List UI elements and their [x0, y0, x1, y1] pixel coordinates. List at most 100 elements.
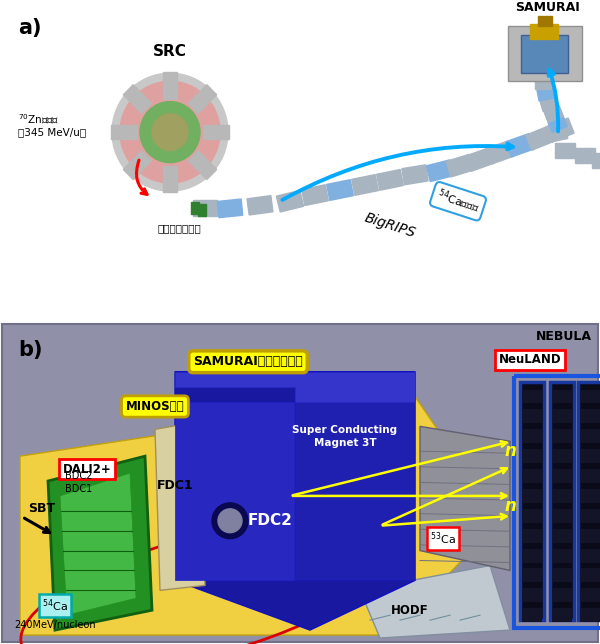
- Bar: [580, 549, 600, 562]
- Bar: [552, 469, 572, 483]
- Text: n: n: [504, 442, 516, 460]
- Text: NEBULA: NEBULA: [536, 330, 592, 343]
- Bar: [193, 200, 217, 216]
- Bar: [546, 118, 574, 142]
- Bar: [522, 608, 542, 622]
- Bar: [535, 78, 555, 101]
- Bar: [530, 24, 558, 39]
- FancyBboxPatch shape: [521, 35, 568, 73]
- Bar: [538, 16, 552, 26]
- Text: a): a): [18, 18, 41, 38]
- Bar: [188, 85, 217, 113]
- Bar: [541, 97, 563, 122]
- Bar: [247, 196, 273, 215]
- Bar: [522, 430, 542, 443]
- Bar: [580, 430, 600, 443]
- Text: n: n: [504, 497, 516, 515]
- Bar: [592, 153, 600, 167]
- Bar: [575, 148, 595, 163]
- Polygon shape: [175, 401, 295, 580]
- Bar: [506, 133, 534, 157]
- Bar: [163, 166, 177, 192]
- Circle shape: [140, 102, 200, 163]
- Text: DALI2+: DALI2+: [62, 462, 112, 475]
- Bar: [533, 48, 557, 74]
- Bar: [522, 390, 542, 404]
- Bar: [124, 85, 152, 113]
- Bar: [486, 141, 514, 164]
- Bar: [522, 569, 542, 582]
- Bar: [203, 125, 229, 139]
- Bar: [552, 589, 572, 602]
- Text: FDC2: FDC2: [248, 513, 292, 528]
- Circle shape: [120, 81, 220, 183]
- Bar: [377, 169, 403, 190]
- FancyBboxPatch shape: [508, 26, 582, 81]
- Bar: [580, 489, 600, 503]
- Bar: [111, 125, 137, 139]
- Bar: [580, 569, 600, 582]
- Circle shape: [212, 503, 248, 538]
- Text: $^{53}$Ca: $^{53}$Ca: [430, 531, 456, 547]
- Circle shape: [218, 509, 242, 533]
- Circle shape: [112, 73, 228, 191]
- Bar: [552, 569, 572, 582]
- Bar: [217, 199, 243, 218]
- Bar: [522, 489, 542, 503]
- Bar: [552, 549, 572, 562]
- Bar: [552, 489, 572, 503]
- FancyBboxPatch shape: [2, 324, 598, 642]
- Bar: [552, 450, 572, 463]
- Text: $^{54}$Caビーム: $^{54}$Caビーム: [434, 187, 481, 216]
- Bar: [580, 529, 600, 543]
- Bar: [552, 509, 572, 523]
- Bar: [446, 155, 474, 177]
- Polygon shape: [295, 372, 415, 580]
- Text: SAMURAI: SAMURAI: [515, 1, 580, 14]
- Text: b): b): [18, 340, 43, 360]
- Text: SAMURAI超伝導電磁石: SAMURAI超伝導電磁石: [193, 355, 303, 368]
- Bar: [580, 608, 600, 622]
- Polygon shape: [48, 456, 152, 630]
- Bar: [191, 202, 199, 214]
- Bar: [578, 382, 600, 620]
- Bar: [302, 185, 328, 205]
- Bar: [522, 529, 542, 543]
- Text: Super Conducting
Magnet 3T: Super Conducting Magnet 3T: [292, 424, 398, 448]
- Bar: [277, 191, 304, 212]
- Polygon shape: [420, 426, 510, 571]
- Text: ベリリウム標的: ベリリウム標的: [158, 223, 202, 234]
- Text: BigRIPS: BigRIPS: [362, 211, 418, 240]
- Bar: [552, 390, 572, 404]
- Bar: [522, 410, 542, 423]
- Text: $^{70}$Znビーム
（345 MeV/u）: $^{70}$Znビーム （345 MeV/u）: [18, 112, 86, 137]
- Bar: [522, 469, 542, 483]
- Bar: [466, 148, 494, 171]
- Bar: [526, 126, 554, 150]
- Polygon shape: [155, 421, 205, 591]
- Bar: [552, 410, 572, 423]
- Bar: [552, 608, 572, 622]
- Bar: [522, 509, 542, 523]
- Bar: [163, 72, 177, 99]
- Bar: [522, 450, 542, 463]
- Bar: [552, 430, 572, 443]
- Polygon shape: [60, 473, 136, 615]
- Bar: [550, 382, 574, 620]
- Bar: [580, 450, 600, 463]
- Bar: [552, 529, 572, 543]
- Bar: [522, 549, 542, 562]
- Bar: [580, 390, 600, 404]
- Text: NeuLAND: NeuLAND: [499, 354, 562, 366]
- Circle shape: [152, 114, 188, 151]
- Bar: [522, 589, 542, 602]
- Bar: [427, 160, 454, 182]
- Bar: [538, 88, 559, 111]
- Text: MINOS標的: MINOS標的: [125, 400, 184, 413]
- Polygon shape: [175, 372, 415, 401]
- Bar: [555, 144, 575, 158]
- Bar: [545, 108, 567, 133]
- Bar: [402, 165, 428, 185]
- Polygon shape: [20, 397, 500, 635]
- Bar: [124, 151, 152, 180]
